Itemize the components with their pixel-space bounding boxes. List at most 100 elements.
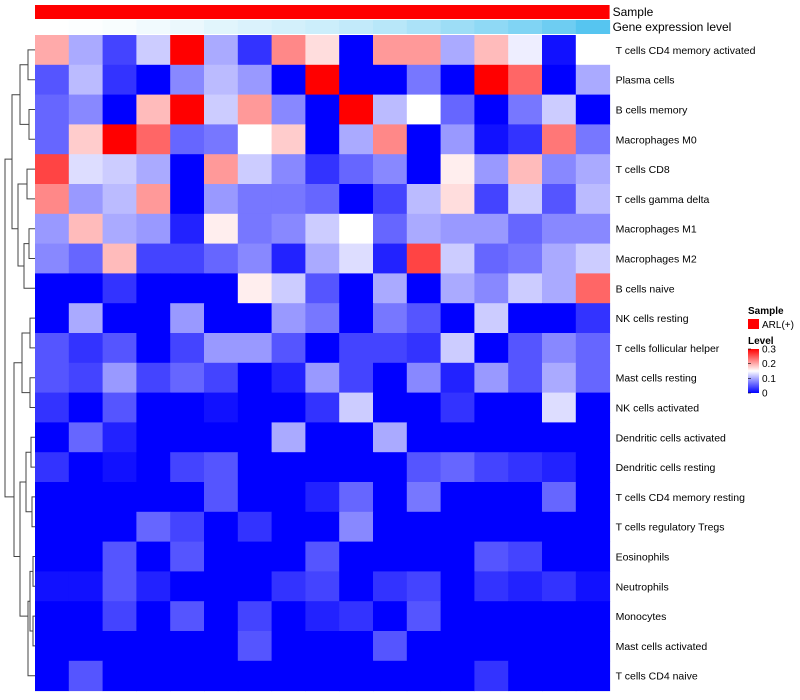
heatmap-cell — [542, 184, 577, 215]
heatmap-cell — [271, 184, 306, 215]
heatmap-cell — [305, 243, 340, 274]
heatmap-cell — [68, 303, 104, 334]
heatmap-cell — [136, 392, 171, 423]
heatmap-cell — [136, 571, 171, 602]
heatmap-cell — [136, 64, 171, 96]
heatmap-cell — [68, 35, 104, 66]
heatmap-cell — [170, 273, 205, 304]
heatmap-cell — [508, 64, 543, 96]
heatmap-cell — [237, 94, 273, 125]
heatmap-cell — [35, 35, 70, 66]
heatmap-cell — [305, 660, 340, 692]
heatmap-cell — [406, 184, 442, 215]
annotation-expression-cell — [35, 20, 70, 34]
heatmap-cell — [204, 64, 239, 96]
heatmap-cell — [406, 273, 442, 304]
row-label: T cells CD8 — [616, 164, 670, 176]
heatmap-cell — [474, 511, 509, 543]
heatmap-cell — [102, 631, 137, 662]
heatmap-cell — [373, 213, 408, 245]
heatmap-cell — [508, 273, 543, 304]
heatmap-cell — [68, 422, 104, 453]
heatmap-cell — [271, 303, 306, 334]
heatmap-cell — [373, 154, 408, 185]
heatmap-cell — [136, 124, 171, 155]
heatmap-cell — [542, 482, 577, 513]
heatmap-cell — [102, 660, 137, 692]
legend-tick-label: 0.1 — [762, 374, 776, 385]
legend-tick-label: 0.2 — [762, 359, 776, 370]
heatmap-cell — [68, 333, 104, 364]
heatmap-cell — [305, 541, 340, 572]
heatmap-cell — [204, 422, 239, 453]
heatmap-cell — [508, 482, 543, 513]
heatmap-cell — [508, 601, 543, 632]
heatmap-cell — [339, 511, 374, 543]
heatmap-cell — [305, 333, 340, 364]
heatmap-cell — [237, 452, 273, 483]
heatmap-cell — [136, 362, 171, 394]
heatmap-cell — [102, 273, 137, 304]
heatmap-cell — [271, 392, 306, 423]
heatmap-cell — [102, 392, 137, 423]
heatmap-cell — [542, 94, 577, 125]
heatmap-cell — [542, 392, 577, 423]
heatmap-cell — [170, 482, 205, 513]
heatmap-cell — [102, 213, 137, 245]
heatmap-cell — [508, 154, 543, 185]
heatmap-cell — [339, 422, 374, 453]
heatmap-cell — [136, 184, 171, 215]
annotation-expression-cell — [575, 20, 611, 34]
row-label: T cells follicular helper — [616, 343, 720, 355]
heatmap-cell — [474, 64, 509, 96]
heatmap-cell — [237, 511, 273, 543]
heatmap-cell — [136, 452, 171, 483]
heatmap-cell — [339, 333, 374, 364]
heatmap-cell — [542, 362, 577, 394]
heatmap-cell — [237, 303, 273, 334]
heatmap-cell — [406, 94, 442, 125]
heatmap-cell — [271, 452, 306, 483]
heatmap-cell — [373, 35, 408, 66]
row-label: Neutrophils — [616, 581, 669, 593]
heatmap-cell — [237, 601, 273, 632]
annotation-label-expression: Gene expression level — [613, 20, 732, 34]
heatmap-cell — [271, 601, 306, 632]
heatmap-cell — [102, 124, 137, 155]
heatmap-cell — [339, 273, 374, 304]
heatmap-cell — [542, 631, 577, 662]
heatmap-cell — [170, 571, 205, 602]
heatmap-cell — [575, 333, 611, 364]
heatmap-cell — [542, 660, 577, 692]
heatmap-cell — [373, 124, 408, 155]
heatmap-cell — [575, 452, 611, 483]
legend-sample-swatch — [748, 319, 759, 329]
heatmap-cell — [373, 243, 408, 274]
legend-sample-entry: ARL(+) — [762, 320, 794, 331]
heatmap-cell — [102, 452, 137, 483]
heatmap-cells — [35, 35, 611, 692]
heatmap-cell — [440, 35, 475, 66]
heatmap-cell — [35, 154, 70, 185]
heatmap-cell — [204, 482, 239, 513]
heatmap-cell — [305, 35, 340, 66]
heatmap-cell — [35, 333, 70, 364]
heatmap-cell — [35, 303, 70, 334]
heatmap-cell — [305, 571, 340, 602]
heatmap-cell — [508, 452, 543, 483]
heatmap-cell — [339, 660, 374, 692]
heatmap-cell — [68, 124, 104, 155]
heatmap-cell — [204, 452, 239, 483]
heatmap-cell — [508, 124, 543, 155]
legend-tick-label: 0 — [762, 389, 768, 400]
heatmap-cell — [474, 660, 509, 692]
annotation-expression-cell — [440, 20, 475, 34]
heatmap-cell — [237, 392, 273, 423]
heatmap-cell — [406, 452, 442, 483]
annotation-expression-cell — [237, 20, 273, 34]
heatmap-cell — [35, 124, 70, 155]
heatmap-cell — [35, 243, 70, 274]
heatmap-cell — [136, 273, 171, 304]
annotation-expression-cell — [170, 20, 205, 34]
heatmap-cell — [170, 184, 205, 215]
